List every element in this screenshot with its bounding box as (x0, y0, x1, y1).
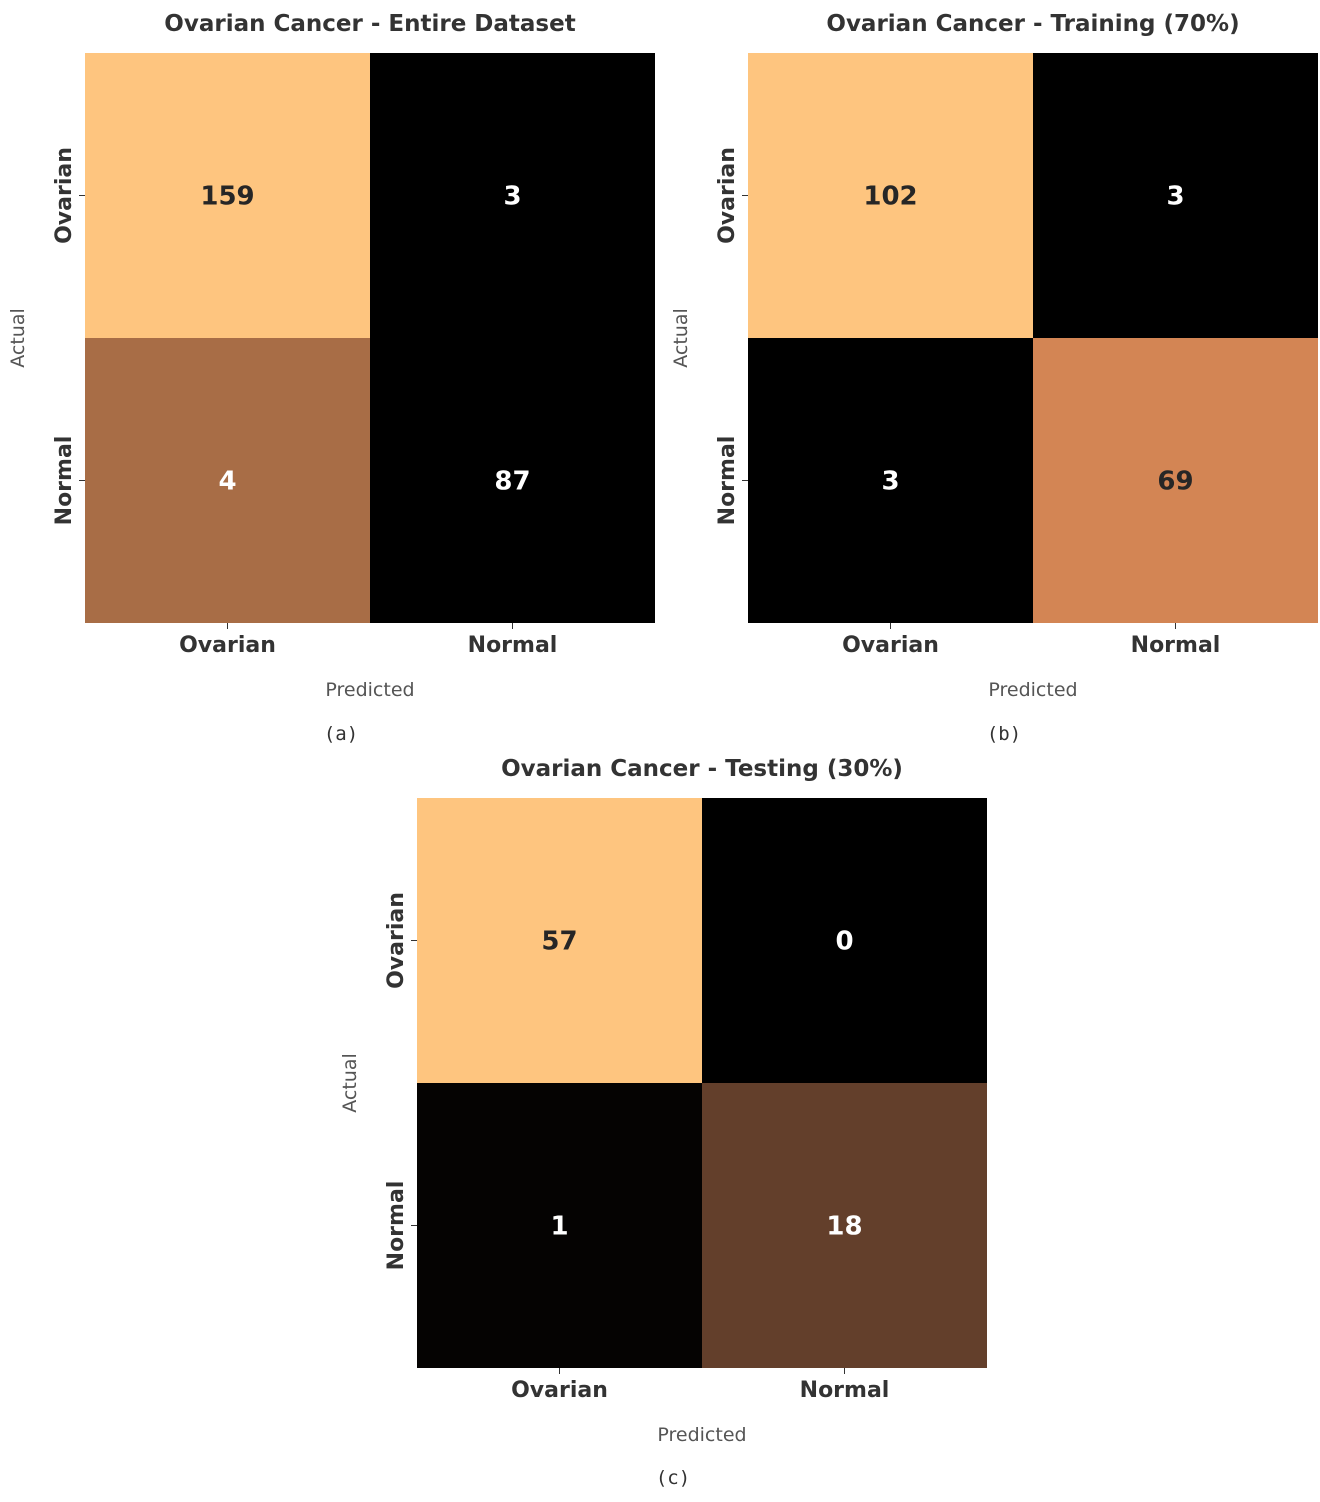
chart-title: Ovarian Cancer - Training (70%) (826, 11, 1239, 37)
subfigure-caption: (a) (324, 723, 358, 745)
x-tick-label: Normal (800, 1378, 890, 1403)
heatmap-cell (1033, 53, 1318, 338)
y-axis-label: Actual (339, 1053, 361, 1113)
heatmap-cell (85, 53, 370, 338)
confusion-matrix-training: Ovarian Cancer - Training (70%) 102 3 3 69 Ov… (670, 11, 1318, 745)
heatmap-cell (370, 53, 655, 338)
cell-value-label: 4 (218, 467, 236, 497)
cell-value-label: 18 (826, 1212, 862, 1242)
y-tick-label: Normal (52, 436, 77, 526)
cell-value-label: 159 (200, 182, 254, 212)
x-axis-label: Predicted (988, 679, 1077, 701)
cell-value-label: 3 (503, 182, 521, 212)
cell-value-label: 0 (835, 927, 853, 957)
chart-title: Ovarian Cancer - Entire Dataset (164, 11, 575, 37)
chart-title: Ovarian Cancer - Testing (30%) (501, 756, 903, 782)
x-tick-label: Ovarian (511, 1378, 608, 1403)
x-tick-label: Normal (468, 633, 558, 658)
confusion-matrix-entire-dataset: Ovarian Cancer - Entire Dataset 159 3 4 87 Ov… (7, 11, 655, 745)
subfigure-caption: (c) (656, 1467, 690, 1489)
heatmap-cell (417, 1083, 702, 1368)
y-axis-label: Actual (7, 308, 29, 368)
confusion-matrix-testing: Ovarian Cancer - Testing (30%) 57 0 1 18 Ovar… (339, 756, 987, 1489)
y-tick-label: Ovarian (52, 147, 77, 244)
cell-value-label: 3 (881, 467, 899, 497)
x-axis-label: Predicted (325, 679, 414, 701)
heatmap-cell (1033, 338, 1318, 623)
x-tick-label: Ovarian (842, 633, 939, 658)
x-tick-label: Ovarian (179, 633, 276, 658)
subfigure-caption: (b) (987, 723, 1021, 745)
heatmap-cell (702, 1083, 987, 1368)
y-tick-label: Ovarian (384, 892, 409, 989)
y-tick-label: Ovarian (715, 147, 740, 244)
cell-value-label: 1 (550, 1212, 568, 1242)
heatmap-cell (748, 53, 1033, 338)
x-axis-label: Predicted (657, 1424, 746, 1446)
y-axis-label: Actual (670, 308, 692, 368)
y-tick-label: Normal (715, 436, 740, 526)
cell-value-label: 3 (1166, 182, 1184, 212)
heatmap-cell (370, 338, 655, 623)
y-tick-label: Normal (384, 1181, 409, 1271)
cell-value-label: 87 (494, 467, 530, 497)
cell-value-label: 57 (541, 927, 577, 957)
heatmap-cell (702, 798, 987, 1083)
cell-value-label: 69 (1157, 467, 1193, 497)
cell-value-label: 102 (863, 182, 917, 212)
heatmap-cell (85, 338, 370, 623)
x-tick-label: Normal (1131, 633, 1221, 658)
heatmap-cell (417, 798, 702, 1083)
heatmap-cell (748, 338, 1033, 623)
